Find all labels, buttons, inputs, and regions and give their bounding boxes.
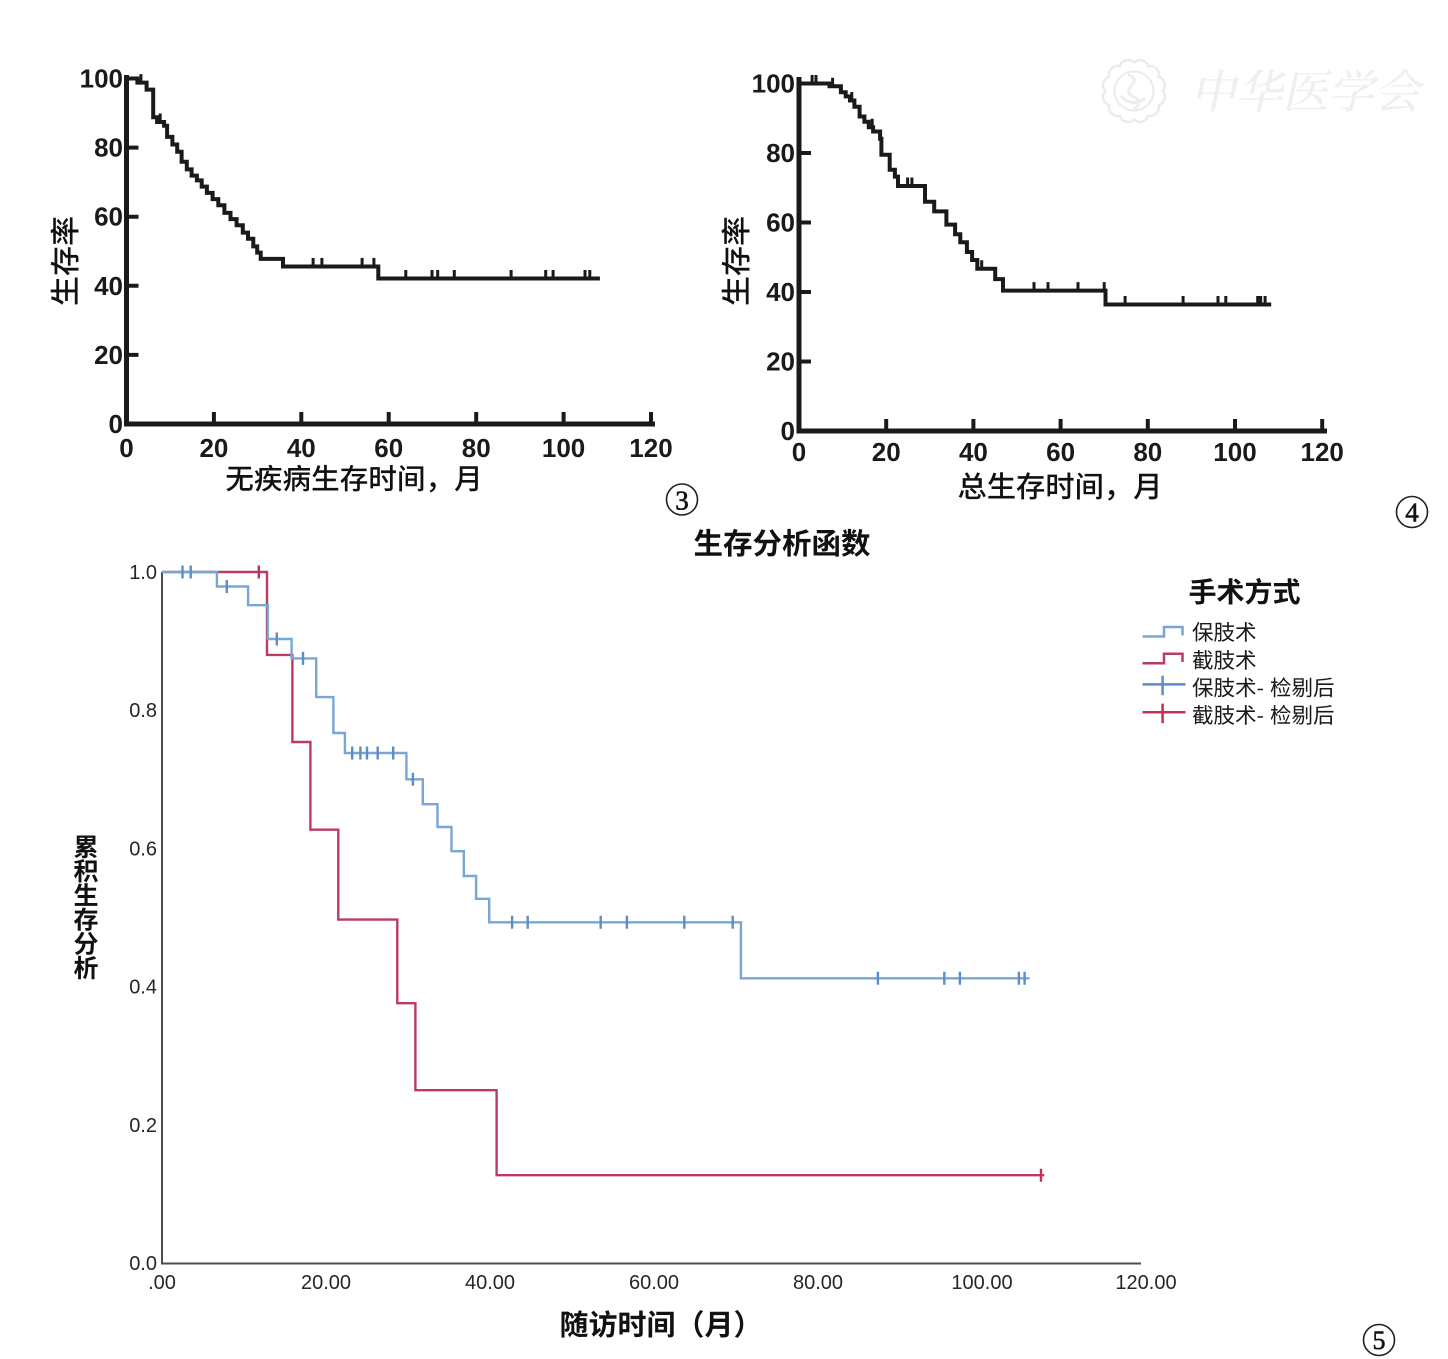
svg-text:1.0: 1.0 [129,562,157,584]
svg-text:20: 20 [94,340,123,370]
svg-text:100: 100 [752,69,795,99]
svg-text:80.00: 80.00 [793,1272,843,1294]
svg-text:0: 0 [781,416,795,446]
svg-text:20: 20 [872,437,901,467]
svg-text:60: 60 [1046,437,1075,467]
svg-text:100: 100 [80,64,123,94]
svg-text:5: 5 [1373,1326,1386,1355]
svg-text:20.00: 20.00 [301,1272,351,1294]
svg-text:.00: .00 [148,1272,176,1294]
svg-text:0: 0 [109,409,123,439]
svg-text:0: 0 [792,437,806,467]
svg-text:60: 60 [766,208,795,238]
svg-text:3: 3 [675,486,689,516]
svg-text:120: 120 [1301,437,1344,467]
svg-text:120.00: 120.00 [1115,1272,1176,1294]
svg-text:20: 20 [199,433,228,463]
svg-text:60: 60 [94,202,123,232]
svg-text:20: 20 [766,347,795,377]
svg-text:0.6: 0.6 [129,838,157,860]
svg-text:80: 80 [1133,437,1162,467]
svg-text:40: 40 [94,271,123,301]
svg-text:0.8: 0.8 [129,700,157,722]
svg-text:80: 80 [766,138,795,168]
svg-text:4: 4 [1405,498,1419,528]
svg-text:0: 0 [119,433,133,463]
svg-text:40.00: 40.00 [465,1272,515,1294]
svg-text:60.00: 60.00 [629,1272,679,1294]
svg-text:0.4: 0.4 [129,977,157,999]
svg-text:60: 60 [374,433,403,463]
svg-text:40: 40 [287,433,316,463]
svg-text:80: 80 [462,433,491,463]
svg-text:120: 120 [629,433,672,463]
svg-text:40: 40 [959,437,988,467]
svg-text:100: 100 [1213,437,1256,467]
svg-text:40: 40 [766,277,795,307]
svg-text:0.2: 0.2 [129,1115,157,1137]
svg-text:100.00: 100.00 [951,1272,1012,1294]
svg-text:0.0: 0.0 [129,1253,157,1275]
svg-text:100: 100 [542,433,585,463]
svg-text:80: 80 [94,133,123,163]
